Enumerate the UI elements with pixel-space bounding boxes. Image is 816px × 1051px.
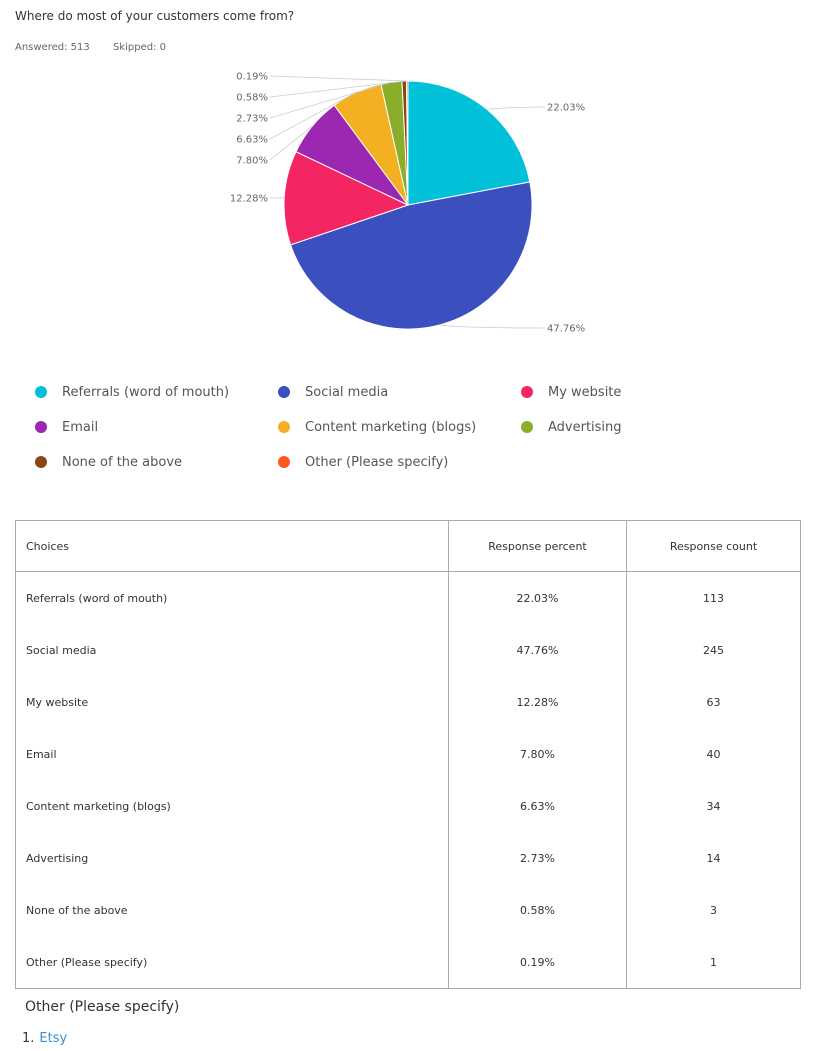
table-row: Email 7.80% 40 <box>16 728 801 780</box>
leader-line-none-of-the-above <box>269 80 405 98</box>
legend-label: None of the above <box>62 454 183 470</box>
pie-chart: 22.03% 47.76% 12.28% 7.80% 6.63% 2.73% 0.58% 0.… <box>230 72 585 335</box>
row-choice: Content marketing (blogs) <box>26 799 171 813</box>
other-responses-list: 1. Etsy <box>22 1031 67 1046</box>
list-item-number: 1. <box>22 1031 35 1046</box>
legend-item-email[interactable]: Email <box>35 417 98 437</box>
row-choice: Referrals (word of mouth) <box>26 591 168 605</box>
leader-line-email <box>269 125 313 161</box>
header-response-percent: Response percent <box>448 520 627 572</box>
legend-swatch-icon <box>521 386 533 398</box>
table-row: Advertising 2.73% 14 <box>16 832 801 884</box>
data-label-advertising: 2.73% <box>236 114 268 125</box>
row-percent: 7.80% <box>448 728 627 780</box>
data-label-social-media: 47.76% <box>547 324 585 335</box>
legend-swatch-icon <box>278 386 290 398</box>
leader-line-content-marketing-blogs <box>269 91 357 140</box>
data-label-my-website: 12.28% <box>230 194 268 205</box>
data-label-referrals-word-of-mouth: 22.03% <box>547 103 585 114</box>
legend-item-referrals-word-of-mouth[interactable]: Referrals (word of mouth) <box>35 382 229 402</box>
row-choice: Other (Please specify) <box>26 955 148 969</box>
row-percent: 2.73% <box>448 832 627 884</box>
row-choice: Social media <box>26 643 97 657</box>
row-percent: 6.63% <box>448 780 627 832</box>
other-responses-title: Other (Please specify) <box>25 999 180 1015</box>
skipped-count: Skipped: 0 <box>112 42 166 53</box>
response-stats: Answered: 513 Skipped: 0 <box>15 42 166 53</box>
data-label-email: 7.80% <box>236 156 268 167</box>
legend-swatch-icon <box>35 421 47 433</box>
legend-item-none-of-the-above[interactable]: None of the above <box>35 452 182 472</box>
legend-label: Referrals (word of mouth) <box>62 384 230 400</box>
row-percent: 22.03% <box>448 571 627 624</box>
legend-item-my-website[interactable]: My website <box>521 382 621 402</box>
legend-label: Social media <box>305 384 389 400</box>
leader-line-advertising <box>269 81 392 119</box>
legend-item-content-marketing-blogs[interactable]: Content marketing (blogs) <box>278 417 476 437</box>
table-row: Content marketing (blogs) 6.63% 34 <box>16 780 801 832</box>
row-choice: None of the above <box>26 903 128 917</box>
legend-label: Content marketing (blogs) <box>305 419 477 435</box>
legend-swatch-icon <box>278 456 290 468</box>
pie-slice-referrals-word-of-mouth[interactable] <box>407 80 531 206</box>
pie-slice-my-website[interactable] <box>283 151 410 246</box>
other-response-link[interactable]: Etsy <box>39 1031 68 1046</box>
header-choices: Choices <box>15 520 449 572</box>
leader-line-referrals-word-of-mouth <box>487 106 546 110</box>
row-percent: 0.58% <box>448 884 627 936</box>
legend-swatch-icon <box>278 421 290 433</box>
table-header-row: Choices Response percent Response count <box>15 520 801 572</box>
row-count: 40 <box>626 728 801 780</box>
row-count: 1 <box>626 936 801 989</box>
row-percent: 12.28% <box>448 676 627 728</box>
legend-swatch-icon <box>521 421 533 433</box>
results-table: Choices Response percent Response count … <box>15 520 801 989</box>
legend-label: My website <box>548 384 622 400</box>
table-row: Other (Please specify) 0.19% 1 <box>16 936 801 989</box>
row-count: 63 <box>626 676 801 728</box>
row-count: 113 <box>626 571 801 624</box>
row-choice: Advertising <box>26 851 89 865</box>
row-count: 245 <box>626 624 801 676</box>
legend-label: Email <box>62 419 99 435</box>
question-title: Where do most of your customers come fro… <box>15 9 295 23</box>
table-row: None of the above 0.58% 3 <box>16 884 801 936</box>
legend-swatch-icon <box>35 456 47 468</box>
row-percent: 0.19% <box>448 936 627 989</box>
table-row: Social media 47.76% 245 <box>16 624 801 676</box>
table-row: Referrals (word of mouth) 22.03% 113 <box>16 571 801 624</box>
legend-label: Advertising <box>548 419 622 435</box>
legend-item-other-please-specify[interactable]: Other (Please specify) <box>278 452 448 472</box>
leader-line-social-media <box>439 324 546 329</box>
leader-line-other-please-specify <box>269 75 408 82</box>
legend-swatch-icon <box>35 386 47 398</box>
row-percent: 47.76% <box>448 624 627 676</box>
header-response-count: Response count <box>626 520 801 572</box>
row-count: 14 <box>626 832 801 884</box>
data-label-other-please-specify: 0.19% <box>236 72 268 83</box>
legend-item-advertising[interactable]: Advertising <box>521 417 622 437</box>
list-item: 1. Etsy <box>22 1031 67 1046</box>
legend-item-social-media[interactable]: Social media <box>278 382 388 402</box>
row-count: 34 <box>626 780 801 832</box>
data-label-content-marketing-blogs: 6.63% <box>236 135 268 146</box>
data-label-none-of-the-above: 0.58% <box>236 93 268 104</box>
row-count: 3 <box>626 884 801 936</box>
row-choice: My website <box>26 695 89 709</box>
row-choice: Email <box>26 747 57 761</box>
answered-count: Answered: 513 <box>15 42 90 53</box>
table-row: My website 12.28% 63 <box>16 676 801 728</box>
legend-label: Other (Please specify) <box>305 454 449 470</box>
